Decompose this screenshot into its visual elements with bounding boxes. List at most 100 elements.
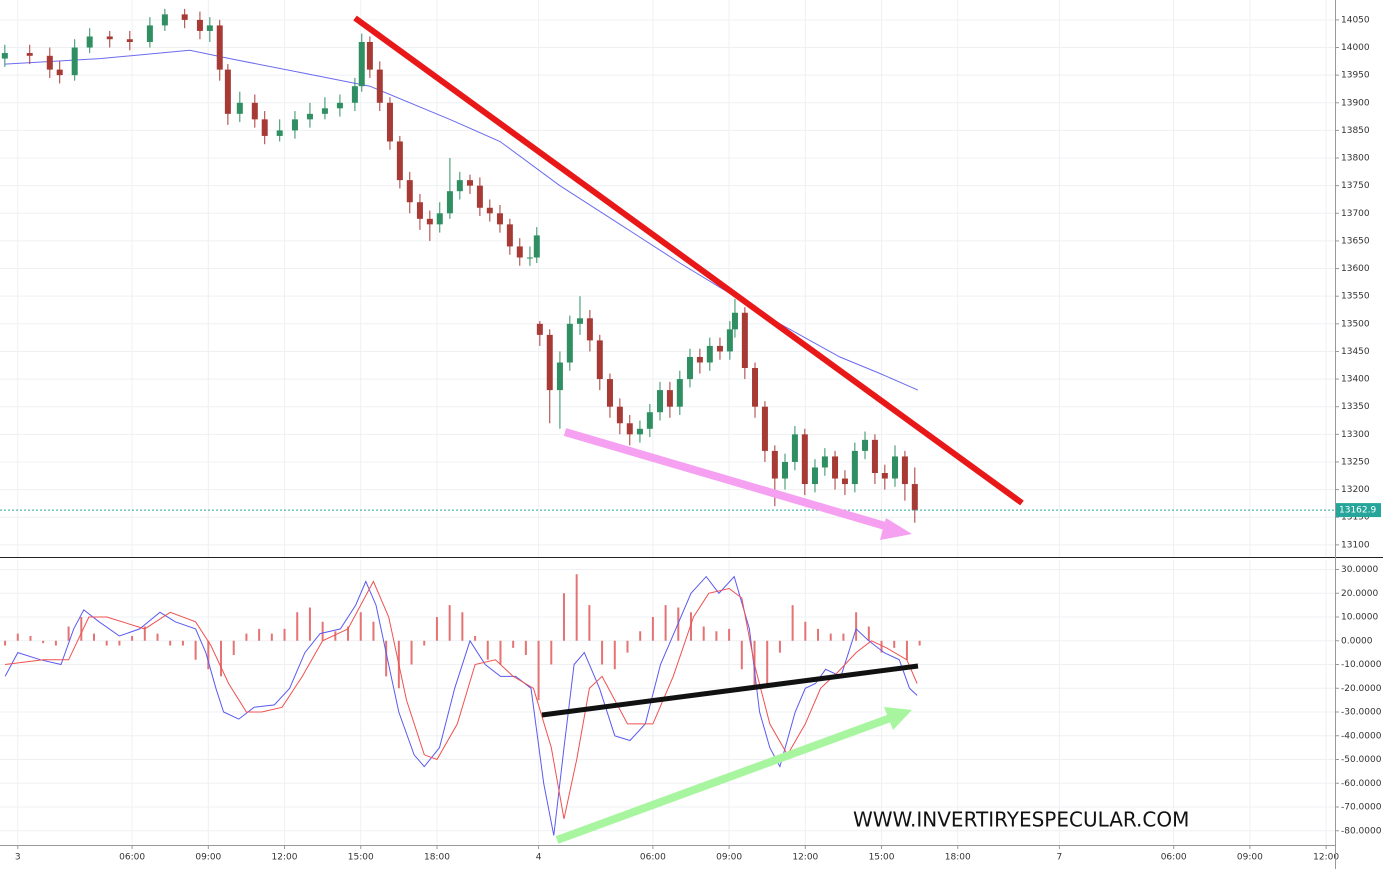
histogram-bar xyxy=(207,640,210,670)
y-tick-label: 13800 xyxy=(1341,154,1370,164)
candle-body xyxy=(636,428,643,435)
histogram-bar xyxy=(512,640,515,648)
histogram-bar xyxy=(105,640,108,646)
x-tick-label: 09:00 xyxy=(716,853,742,863)
candle-body xyxy=(706,345,713,363)
candle-body xyxy=(696,356,703,363)
histogram-bar xyxy=(689,612,692,641)
y-tick-label: 13550 xyxy=(1341,292,1370,302)
candle-body xyxy=(596,340,603,380)
candle-body xyxy=(752,368,759,407)
candle-body xyxy=(224,69,231,114)
candle-body xyxy=(841,478,848,485)
candle-body xyxy=(657,390,664,413)
candle-body xyxy=(366,41,373,70)
histogram-bar xyxy=(893,640,896,648)
histogram-bar xyxy=(308,607,311,641)
x-tick-label: 3 xyxy=(15,853,21,863)
candle-body xyxy=(761,406,768,451)
candle-body xyxy=(56,69,63,76)
histogram-bar xyxy=(524,640,527,655)
y-tick-label: 13600 xyxy=(1341,264,1370,274)
candle-body xyxy=(536,323,543,335)
candle-body xyxy=(216,25,223,70)
candle-body xyxy=(821,456,828,468)
y-tick-label: 13750 xyxy=(1341,181,1370,191)
candle-body xyxy=(496,213,503,225)
y-tick-label: 13250 xyxy=(1341,457,1370,467)
candle-body xyxy=(351,86,358,103)
candle-body xyxy=(891,456,898,479)
candle-body xyxy=(306,113,313,120)
y-tick-label: 13400 xyxy=(1341,375,1370,385)
candle-body xyxy=(881,473,888,479)
candle-body xyxy=(486,207,493,214)
y-tick-label: 13650 xyxy=(1341,236,1370,246)
candle-body xyxy=(336,102,343,109)
candle-body xyxy=(646,412,653,429)
histogram-bar xyxy=(321,621,324,641)
candle-body xyxy=(741,312,748,369)
y-tick-label: 13450 xyxy=(1341,347,1370,357)
candle-body xyxy=(396,141,403,181)
histogram-bar xyxy=(588,605,591,641)
candle-body xyxy=(862,439,869,451)
histogram-bar xyxy=(880,640,883,653)
candle-body xyxy=(291,119,298,131)
x-tick-label: 06:00 xyxy=(1161,853,1187,863)
histogram-bar xyxy=(347,626,350,641)
x-tick-label: 06:00 xyxy=(119,853,145,863)
candle-body xyxy=(436,213,443,225)
last-price-label: 13162.9 xyxy=(1339,506,1376,516)
histogram-bar xyxy=(804,621,807,641)
x-tick-label: 09:00 xyxy=(195,853,221,863)
candle-body xyxy=(781,461,788,479)
histogram-bar xyxy=(448,605,451,641)
x-tick-label: 18:00 xyxy=(424,853,450,863)
candle-body xyxy=(86,36,93,48)
y-tick-label: -10.0000 xyxy=(1341,660,1382,670)
y-tick-label: -80.0000 xyxy=(1341,826,1382,836)
histogram-bar xyxy=(143,626,146,641)
candle-body xyxy=(546,334,553,391)
histogram-bar xyxy=(435,617,438,641)
y-tick-label: 13300 xyxy=(1341,430,1370,440)
histogram-bar xyxy=(181,640,184,646)
y-tick-label: 13950 xyxy=(1341,71,1370,81)
histogram-bar xyxy=(118,640,121,646)
candle-body xyxy=(426,218,433,225)
histogram-bar xyxy=(728,628,731,641)
candle-body xyxy=(556,362,563,391)
candle-body xyxy=(851,450,858,485)
x-tick-label: 7 xyxy=(1056,853,1062,863)
candle-body xyxy=(586,318,593,341)
histogram-bar xyxy=(258,628,261,641)
x-tick-label: 12:00 xyxy=(272,853,298,863)
x-tick-label: 4 xyxy=(536,853,542,863)
histogram-bar xyxy=(67,626,70,641)
histogram-bar xyxy=(575,574,578,641)
candle-body xyxy=(832,456,839,479)
histogram-bar xyxy=(842,633,845,641)
y-tick-label: 10.0000 xyxy=(1341,613,1378,623)
candle-body xyxy=(626,423,633,435)
histogram-bar xyxy=(499,640,502,665)
y-tick-label: 13900 xyxy=(1341,98,1370,108)
candle-body xyxy=(26,53,33,56)
histogram-bar xyxy=(702,626,705,641)
candle-body xyxy=(506,224,513,247)
y-tick-label: 13500 xyxy=(1341,319,1370,329)
y-tick-label: 13200 xyxy=(1341,485,1370,495)
histogram-bar xyxy=(423,640,426,646)
histogram-bar xyxy=(791,605,794,641)
histogram-bar xyxy=(92,633,95,641)
candle-body xyxy=(146,25,153,42)
x-tick-label: 15:00 xyxy=(348,853,374,863)
histogram-bar xyxy=(905,640,908,660)
x-tick-label: 15:00 xyxy=(869,853,895,863)
y-tick-label: 14000 xyxy=(1341,43,1370,53)
y-tick-label: 20.0000 xyxy=(1341,589,1378,599)
y-tick-label: 13150 xyxy=(1341,513,1370,523)
y-tick-label: -70.0000 xyxy=(1341,803,1382,813)
